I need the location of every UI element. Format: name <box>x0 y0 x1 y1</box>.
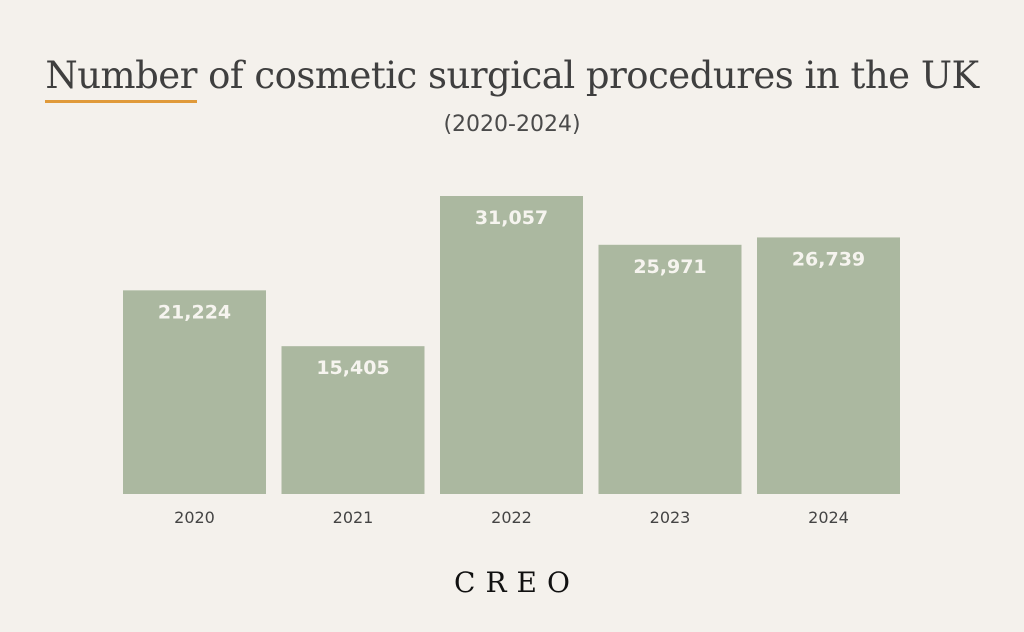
x-tick-label: 2020 <box>174 508 215 527</box>
x-tick-label: 2022 <box>491 508 532 527</box>
bar-2023 <box>598 244 742 494</box>
data-label: 25,971 <box>633 256 706 278</box>
creo-logo: CREO <box>454 566 580 599</box>
x-tick-label: 2023 <box>650 508 691 527</box>
data-label: 21,224 <box>158 301 231 323</box>
x-tick-label: 2021 <box>333 508 374 527</box>
bar-2022 <box>440 196 583 494</box>
chart-title: Number of cosmetic surgical procedures i… <box>0 54 1024 103</box>
title-rest: of cosmetic surgical procedures in the U… <box>196 54 979 97</box>
bar-2021 <box>281 346 425 494</box>
bar-2024 <box>757 237 900 495</box>
data-label: 31,057 <box>475 207 548 229</box>
title-highlight: Number <box>45 54 197 103</box>
data-label: 26,739 <box>792 248 865 270</box>
x-tick-label: 2024 <box>808 508 849 527</box>
data-label: 15,405 <box>316 357 389 379</box>
chart-subtitle: (2020-2024) <box>443 112 581 137</box>
bar-2020 <box>123 290 266 494</box>
